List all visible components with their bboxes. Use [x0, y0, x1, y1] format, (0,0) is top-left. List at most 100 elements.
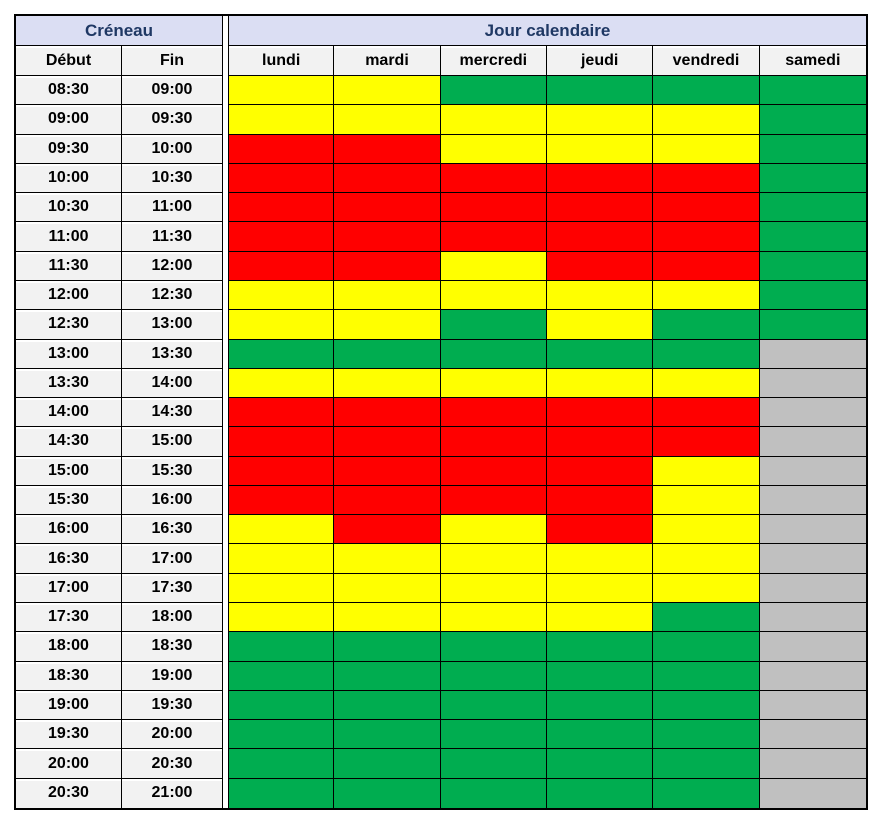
slot-cell-samedi-1330-gray[interactable]: [759, 368, 866, 399]
slot-cell-mardi-1600-red[interactable]: [334, 515, 441, 545]
slot-cell-samedi-1730-gray[interactable]: [759, 603, 866, 633]
slot-cell-vendredi-1730-green[interactable]: [653, 603, 760, 633]
slot-cell-mardi-1400-red[interactable]: [334, 398, 441, 428]
slot-cell-mercredi-1700-yellow[interactable]: [440, 573, 547, 604]
slot-cell-samedi-1800-gray[interactable]: [759, 632, 866, 662]
slot-cell-jeudi-1700-yellow[interactable]: [547, 573, 654, 604]
slot-cell-jeudi-1830-green[interactable]: [547, 661, 654, 691]
slot-cell-lundi-1430-red[interactable]: [228, 427, 335, 457]
slot-cell-lundi-1100-red[interactable]: [228, 222, 335, 252]
slot-cell-samedi-1130-green[interactable]: [759, 251, 866, 281]
slot-cell-samedi-1230-green[interactable]: [759, 310, 866, 340]
slot-cell-mardi-1930-green[interactable]: [334, 720, 441, 750]
slot-cell-jeudi-2030-green[interactable]: [547, 778, 654, 808]
slot-cell-samedi-1400-gray[interactable]: [759, 398, 866, 428]
slot-cell-mercredi-2030-green[interactable]: [440, 778, 547, 808]
slot-cell-lundi-1230-yellow[interactable]: [228, 310, 335, 340]
slot-cell-vendredi-1430-red[interactable]: [653, 427, 760, 457]
slot-cell-samedi-1930-gray[interactable]: [759, 720, 866, 750]
slot-cell-vendredi-1330-yellow[interactable]: [653, 368, 760, 399]
slot-cell-lundi-1330-yellow[interactable]: [228, 368, 335, 399]
slot-cell-mercredi-0930-yellow[interactable]: [440, 134, 547, 164]
slot-cell-jeudi-1400-red[interactable]: [547, 398, 654, 428]
slot-cell-jeudi-0900-yellow[interactable]: [547, 105, 654, 135]
slot-cell-lundi-2000-green[interactable]: [228, 749, 335, 779]
slot-cell-mardi-0900-yellow[interactable]: [334, 105, 441, 135]
slot-cell-jeudi-1100-red[interactable]: [547, 222, 654, 252]
slot-cell-mercredi-1730-yellow[interactable]: [440, 603, 547, 633]
slot-cell-jeudi-1600-red[interactable]: [547, 515, 654, 545]
slot-cell-lundi-1730-yellow[interactable]: [228, 603, 335, 633]
slot-cell-samedi-1100-green[interactable]: [759, 222, 866, 252]
slot-cell-samedi-1700-gray[interactable]: [759, 573, 866, 604]
slot-cell-mercredi-1230-green[interactable]: [440, 310, 547, 340]
slot-cell-mardi-1430-red[interactable]: [334, 427, 441, 457]
slot-cell-vendredi-1100-red[interactable]: [653, 222, 760, 252]
slot-cell-mercredi-1630-yellow[interactable]: [440, 544, 547, 574]
slot-cell-vendredi-1300-green[interactable]: [653, 339, 760, 369]
slot-cell-lundi-1030-red[interactable]: [228, 193, 335, 223]
slot-cell-vendredi-0900-yellow[interactable]: [653, 105, 760, 135]
slot-cell-mardi-1630-yellow[interactable]: [334, 544, 441, 574]
slot-cell-vendredi-1400-red[interactable]: [653, 398, 760, 428]
slot-cell-jeudi-1000-red[interactable]: [547, 163, 654, 194]
slot-cell-mardi-0930-red[interactable]: [334, 134, 441, 164]
slot-cell-vendredi-1830-green[interactable]: [653, 661, 760, 691]
slot-cell-jeudi-1030-red[interactable]: [547, 193, 654, 223]
slot-cell-samedi-0830-green[interactable]: [759, 76, 866, 106]
slot-cell-mardi-1300-green[interactable]: [334, 339, 441, 369]
slot-cell-samedi-1200-green[interactable]: [759, 280, 866, 311]
slot-cell-samedi-1500-gray[interactable]: [759, 456, 866, 486]
slot-cell-mercredi-1430-red[interactable]: [440, 427, 547, 457]
slot-cell-vendredi-0930-yellow[interactable]: [653, 134, 760, 164]
slot-cell-lundi-1300-green[interactable]: [228, 339, 335, 369]
slot-cell-mercredi-1130-yellow[interactable]: [440, 251, 547, 281]
slot-cell-mercredi-1400-red[interactable]: [440, 398, 547, 428]
slot-cell-mercredi-1500-red[interactable]: [440, 456, 547, 486]
slot-cell-mardi-1530-red[interactable]: [334, 485, 441, 516]
slot-cell-jeudi-2000-green[interactable]: [547, 749, 654, 779]
slot-cell-mercredi-1900-green[interactable]: [440, 690, 547, 721]
slot-cell-mardi-1330-yellow[interactable]: [334, 368, 441, 399]
slot-cell-samedi-1300-gray[interactable]: [759, 339, 866, 369]
slot-cell-mardi-1830-green[interactable]: [334, 661, 441, 691]
slot-cell-jeudi-1200-yellow[interactable]: [547, 280, 654, 311]
slot-cell-mercredi-1930-green[interactable]: [440, 720, 547, 750]
slot-cell-mercredi-1030-red[interactable]: [440, 193, 547, 223]
slot-cell-samedi-2030-gray[interactable]: [759, 778, 866, 808]
slot-cell-mardi-2000-green[interactable]: [334, 749, 441, 779]
slot-cell-samedi-1600-gray[interactable]: [759, 515, 866, 545]
slot-cell-vendredi-1500-yellow[interactable]: [653, 456, 760, 486]
slot-cell-mardi-1030-red[interactable]: [334, 193, 441, 223]
slot-cell-mercredi-0900-yellow[interactable]: [440, 105, 547, 135]
slot-cell-jeudi-1230-yellow[interactable]: [547, 310, 654, 340]
slot-cell-mercredi-1530-red[interactable]: [440, 485, 547, 516]
slot-cell-jeudi-0930-yellow[interactable]: [547, 134, 654, 164]
slot-cell-vendredi-1900-green[interactable]: [653, 690, 760, 721]
slot-cell-vendredi-1230-green[interactable]: [653, 310, 760, 340]
slot-cell-lundi-2030-green[interactable]: [228, 778, 335, 808]
slot-cell-lundi-1630-yellow[interactable]: [228, 544, 335, 574]
slot-cell-vendredi-1800-green[interactable]: [653, 632, 760, 662]
slot-cell-samedi-1030-green[interactable]: [759, 193, 866, 223]
slot-cell-vendredi-2030-green[interactable]: [653, 778, 760, 808]
slot-cell-mercredi-1330-yellow[interactable]: [440, 368, 547, 399]
slot-cell-lundi-0900-yellow[interactable]: [228, 105, 335, 135]
slot-cell-lundi-1200-yellow[interactable]: [228, 280, 335, 311]
slot-cell-mardi-1730-yellow[interactable]: [334, 603, 441, 633]
slot-cell-mardi-1230-yellow[interactable]: [334, 310, 441, 340]
slot-cell-mardi-1200-yellow[interactable]: [334, 280, 441, 311]
slot-cell-samedi-1000-green[interactable]: [759, 163, 866, 194]
slot-cell-lundi-1800-green[interactable]: [228, 632, 335, 662]
slot-cell-jeudi-1900-green[interactable]: [547, 690, 654, 721]
slot-cell-mardi-0830-yellow[interactable]: [334, 76, 441, 106]
slot-cell-lundi-1530-red[interactable]: [228, 485, 335, 516]
slot-cell-lundi-1000-red[interactable]: [228, 163, 335, 194]
slot-cell-mardi-1100-red[interactable]: [334, 222, 441, 252]
slot-cell-mardi-1500-red[interactable]: [334, 456, 441, 486]
slot-cell-lundi-1500-red[interactable]: [228, 456, 335, 486]
slot-cell-jeudi-1330-yellow[interactable]: [547, 368, 654, 399]
slot-cell-jeudi-1500-red[interactable]: [547, 456, 654, 486]
slot-cell-jeudi-1130-red[interactable]: [547, 251, 654, 281]
slot-cell-samedi-1900-gray[interactable]: [759, 690, 866, 721]
